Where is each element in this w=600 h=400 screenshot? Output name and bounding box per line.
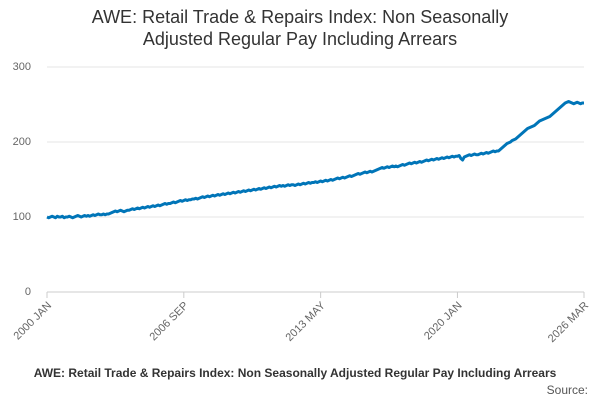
y-tick-label: 200: [13, 136, 31, 148]
x-tick-label: 2013 MAY: [284, 299, 329, 344]
source: Source:: [547, 383, 588, 397]
y-tick-label: 100: [13, 211, 31, 223]
x-tick-label: 2006 SEP: [147, 300, 191, 344]
chart-title: AWE: Retail Trade & Repairs Index: Non S…: [92, 7, 509, 27]
data-line: [46, 100, 584, 220]
caption: AWE: Retail Trade & Repairs Index: Non S…: [34, 366, 557, 380]
x-tick-label: 2026 MAR: [546, 300, 591, 345]
y-tick-label: 0: [25, 286, 31, 298]
chart-title: Adjusted Regular Pay Including Arrears: [143, 29, 457, 49]
x-tick-label: 2000 JAN: [12, 300, 55, 343]
x-tick-label: 2020 JAN: [422, 300, 465, 343]
y-tick-label: 300: [13, 61, 31, 73]
